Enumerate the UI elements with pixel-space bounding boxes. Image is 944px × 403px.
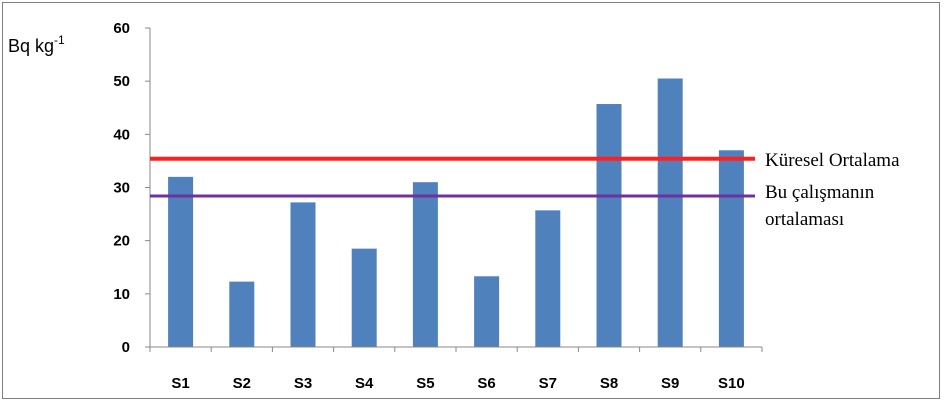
y-tick-label: 60 (113, 20, 130, 37)
x-tick-label: S10 (718, 375, 745, 392)
y-tick-label: 10 (113, 286, 130, 303)
bar-s2 (229, 281, 255, 347)
x-tick-label: S7 (539, 375, 557, 392)
x-tick-label: S1 (171, 375, 189, 392)
x-tick-label: S2 (233, 375, 251, 392)
y-axis-label: Bq kg-1 (8, 33, 65, 56)
y-tick-label: 0 (122, 339, 130, 356)
x-tick-label: S3 (294, 375, 312, 392)
y-tick-label: 40 (113, 126, 130, 143)
bar-s4 (351, 248, 377, 347)
global-average-label: Küresel Ortalama (765, 150, 900, 171)
y-tick-label: 50 (113, 73, 130, 90)
bar-s6 (474, 276, 500, 347)
chart-frame (2, 2, 940, 399)
x-tick-label: S9 (661, 375, 679, 392)
bar-s3 (290, 202, 316, 347)
study-average-label-line2: ortalaması (765, 209, 844, 230)
x-tick-label: S4 (355, 375, 374, 392)
bar-s10 (718, 150, 744, 347)
x-tick-label: S8 (600, 375, 618, 392)
x-tick-label: S5 (416, 375, 434, 392)
bar-s9 (657, 78, 683, 347)
study-average-label-line1: Bu çalışmanın (765, 182, 875, 203)
bar-s1 (168, 176, 194, 347)
x-tick-label: S6 (477, 375, 495, 392)
bar-s5 (412, 182, 438, 347)
bar-s7 (535, 210, 561, 347)
bar-s8 (596, 104, 622, 347)
y-tick-label: 30 (113, 180, 130, 197)
y-tick-label: 20 (113, 233, 130, 250)
